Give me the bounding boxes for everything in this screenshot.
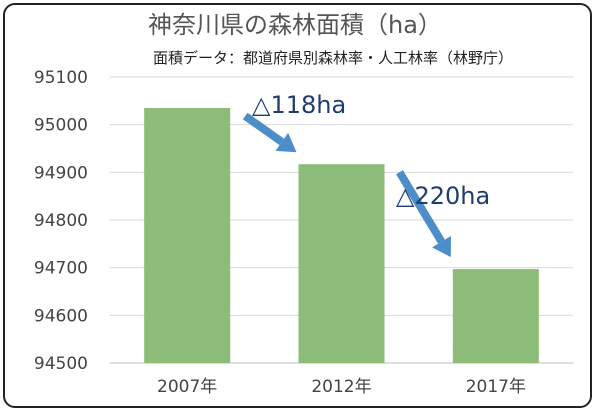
arrow-icon — [242, 112, 297, 153]
chart-title: 神奈川県の森林面積（ha） — [148, 11, 442, 39]
x-tick-label: 2007年 — [157, 377, 217, 397]
y-tick-label: 94500 — [34, 354, 88, 374]
bar — [298, 164, 385, 363]
annotation-arrows — [242, 112, 451, 258]
chart-subtitle: 面積データ：都道府県別森林率・人工林率（林野庁） — [153, 49, 513, 67]
y-tick-label: 95100 — [34, 68, 88, 88]
bar — [144, 107, 231, 363]
y-tick-label: 94600 — [34, 306, 88, 326]
bars — [144, 107, 539, 363]
annotation-label: △220ha — [396, 182, 490, 210]
y-tick-label: 94800 — [34, 211, 88, 231]
arrow-icon — [396, 170, 451, 258]
y-tick-label: 95000 — [34, 116, 88, 136]
x-axis-ticks: 2007年 2012年 2017年 — [157, 377, 526, 397]
y-axis-ticks: 94500 94600 94700 94800 94900 95000 95100 — [34, 68, 88, 374]
x-tick-label: 2012年 — [311, 377, 371, 397]
bar — [452, 269, 539, 363]
annotation-label: △118ha — [252, 91, 346, 119]
x-tick-label: 2017年 — [466, 377, 526, 397]
y-tick-label: 94700 — [34, 259, 88, 279]
y-tick-label: 94900 — [34, 163, 88, 183]
